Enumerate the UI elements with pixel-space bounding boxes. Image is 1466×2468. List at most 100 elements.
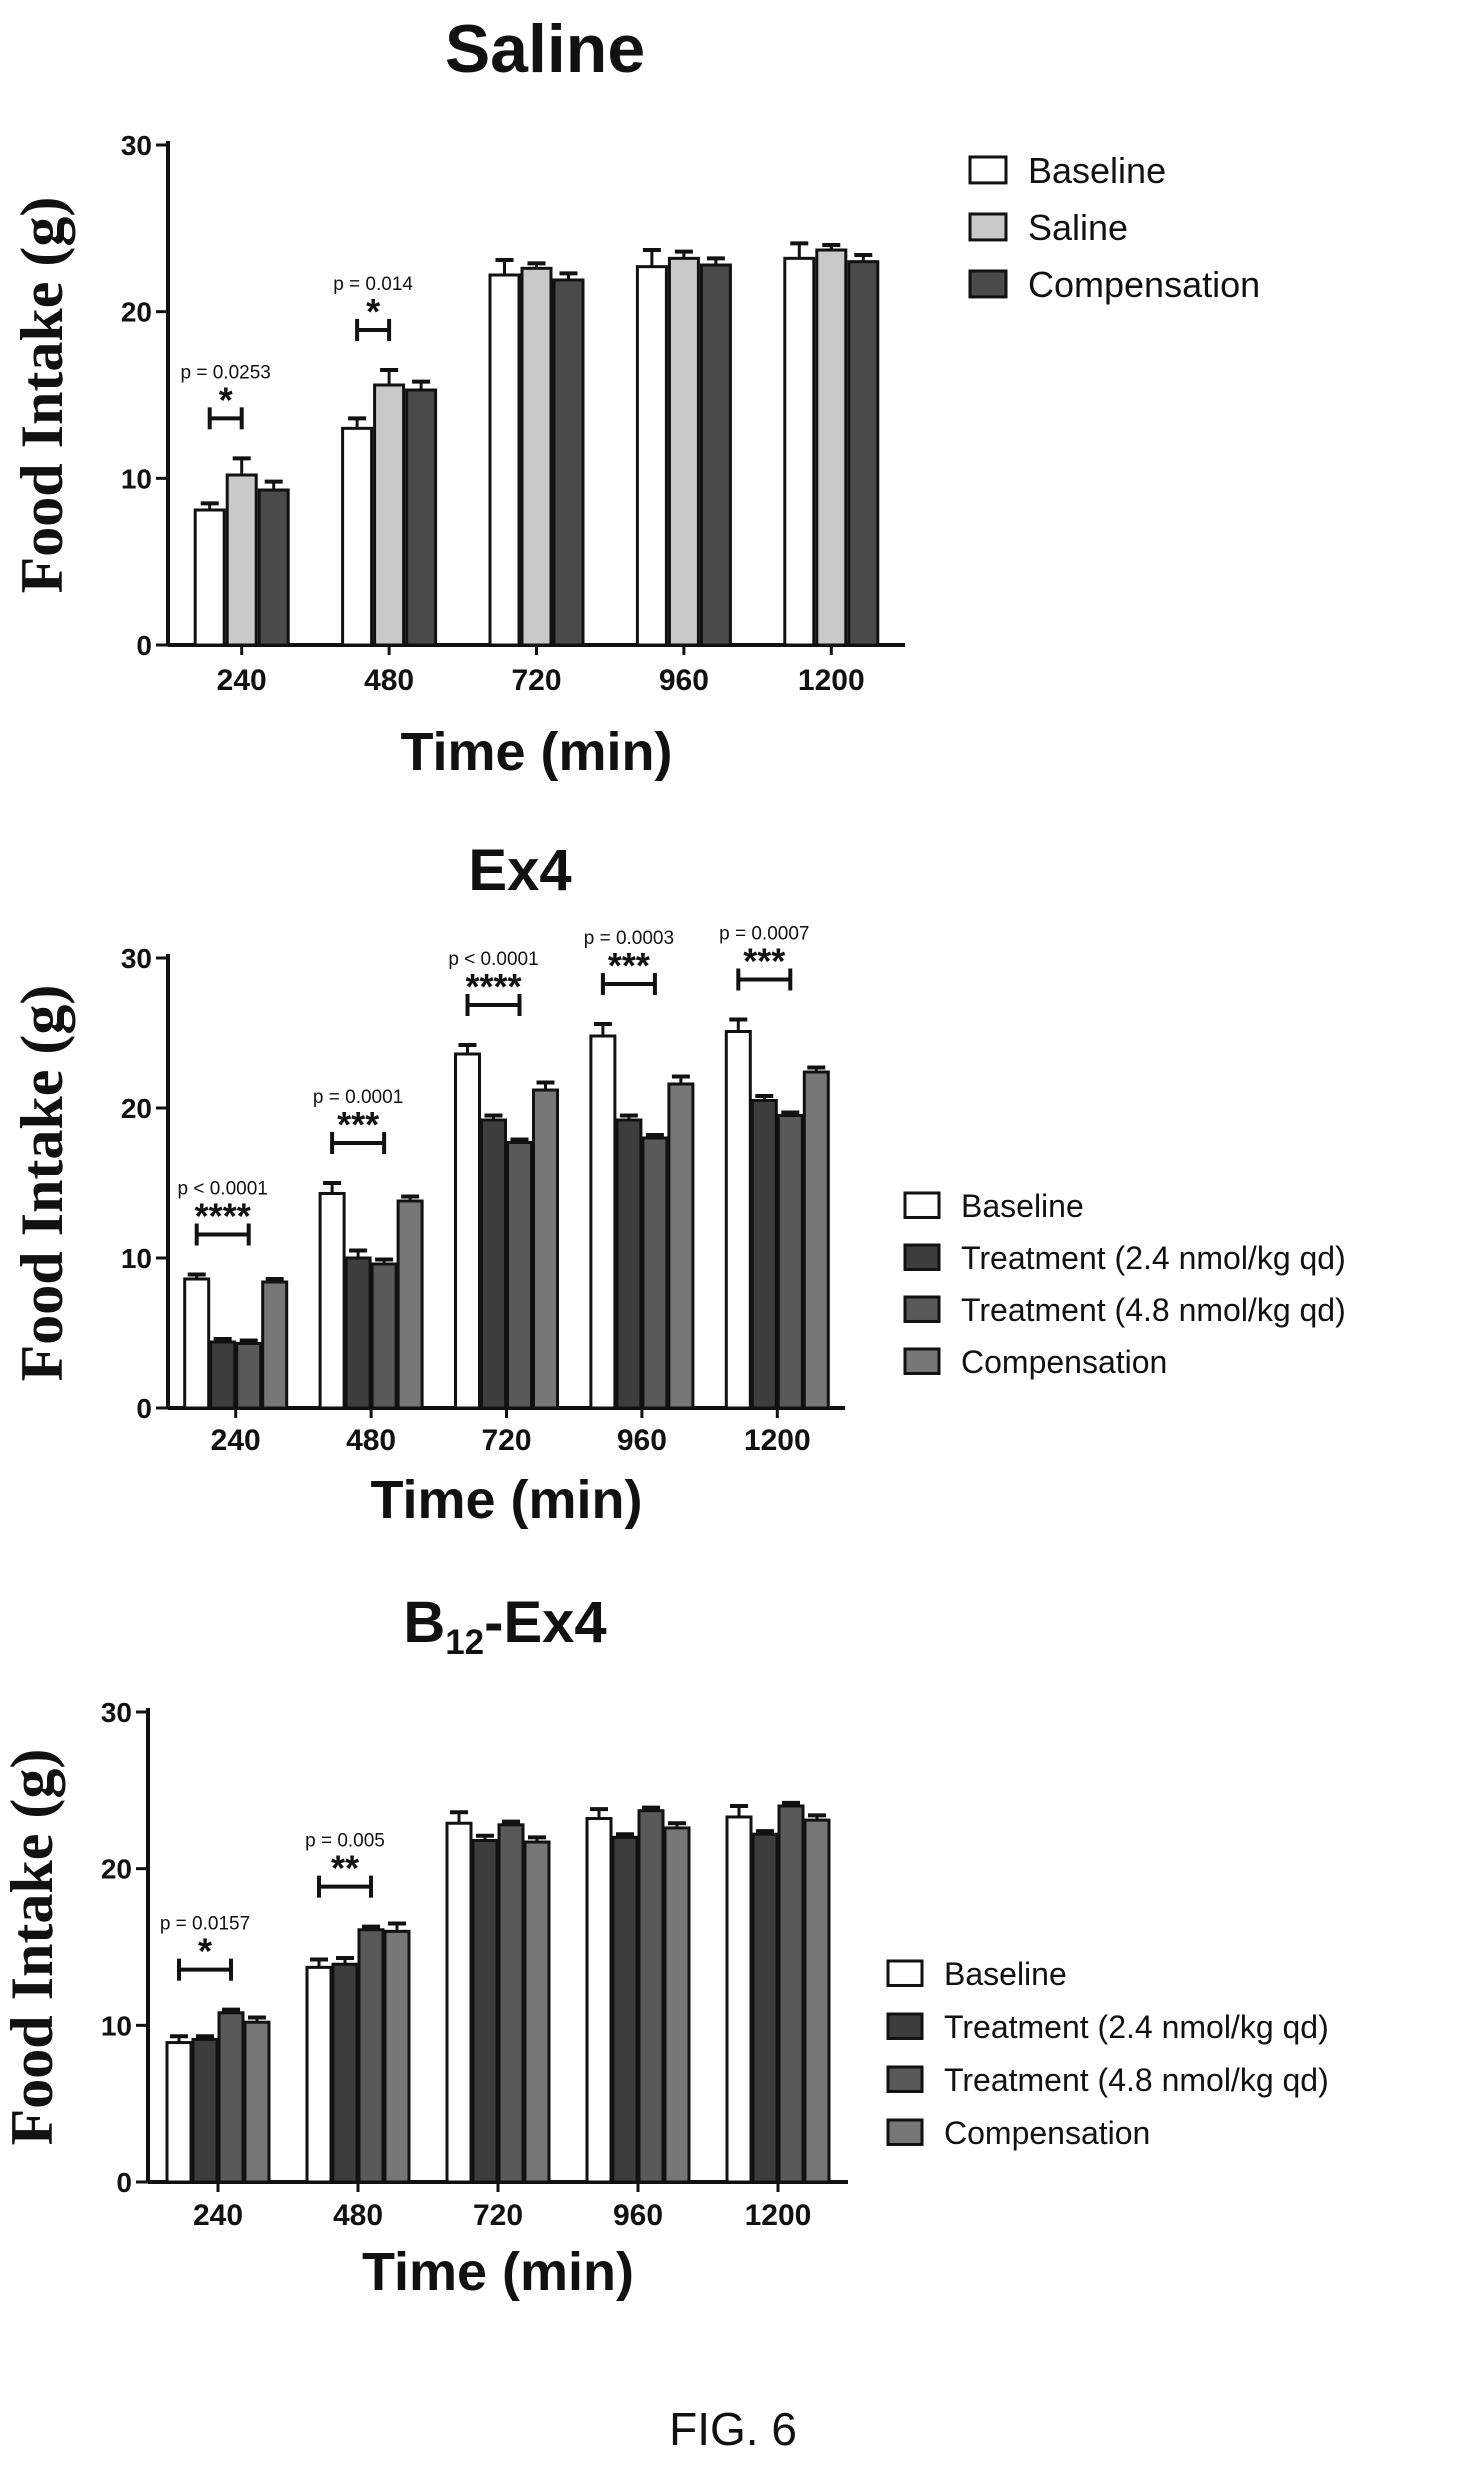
legend-swatch (886, 2012, 924, 2040)
bar (257, 488, 290, 647)
legend-swatch (903, 1347, 941, 1375)
bar (357, 1928, 385, 2184)
p-value-label: p < 0.0001 (178, 1179, 268, 1200)
significance-stars: **** (195, 1196, 251, 1237)
bar (243, 2020, 271, 2184)
bar (305, 1965, 333, 2184)
legend-label: Baseline (961, 1188, 1084, 1224)
bar (802, 1070, 830, 1410)
bar (776, 1114, 804, 1410)
bar (193, 508, 226, 647)
bar (480, 1118, 507, 1410)
legend-label: Treatment (4.8 nmol/kg qd) (944, 2062, 1329, 2098)
bar (751, 1832, 779, 2184)
chart-title: Saline (445, 11, 645, 87)
bar (783, 256, 816, 647)
y-tick-label: 30 (121, 943, 152, 974)
chart-title-main: Ex4 (468, 838, 571, 903)
bar (611, 1835, 639, 2184)
bar (663, 1826, 691, 2184)
chart-title-main: Saline (445, 11, 645, 87)
p-value-label: p < 0.0001 (448, 949, 538, 970)
x-tick-label: 1200 (744, 1424, 811, 1457)
legend-label: Treatment (4.8 nmol/kg qd) (961, 1292, 1346, 1328)
significance-stars: *** (337, 1104, 379, 1145)
significance-stars: ** (331, 1848, 359, 1889)
bar (225, 473, 258, 647)
x-tick-label: 240 (217, 664, 267, 697)
chart-title: B12-Ex4 (403, 1590, 606, 1662)
significance-stars: *** (608, 945, 650, 986)
bar (341, 426, 374, 647)
x-tick-label: 720 (481, 1424, 531, 1457)
bar (724, 1030, 752, 1410)
bar (585, 1817, 613, 2184)
y-tick-label: 10 (121, 1243, 152, 1274)
bar (445, 1821, 473, 2184)
y-tick-label: 0 (136, 630, 152, 661)
bar (532, 1088, 559, 1410)
y-axis-title: Food Intake (g) (9, 197, 75, 594)
significance-stars: * (366, 291, 380, 332)
y-tick-label: 20 (121, 1093, 152, 1124)
legend-swatch (968, 269, 1008, 299)
p-value-label: p = 0.0007 (719, 924, 809, 945)
legend-label: Treatment (2.4 nmol/kg qd) (961, 1240, 1346, 1276)
bar (699, 263, 732, 647)
chart-title: Ex4 (468, 838, 571, 903)
bar (667, 1082, 695, 1410)
legend-label: Saline (1028, 207, 1128, 248)
bar (318, 1192, 346, 1410)
significance-stars: **** (465, 966, 521, 1007)
significance-stars: * (219, 379, 233, 420)
x-tick-label: 720 (473, 2199, 523, 2232)
p-value-label: p = 0.005 (305, 1831, 385, 1852)
p-value-label: p = 0.014 (333, 274, 413, 295)
p-value-label: p = 0.0003 (584, 928, 674, 949)
bar (615, 1118, 643, 1410)
x-tick-label: 240 (193, 2199, 243, 2232)
x-tick-label: 480 (346, 1424, 396, 1457)
x-axis-title: Time (min) (362, 2242, 634, 2302)
bar (191, 2037, 219, 2184)
bar (777, 1804, 805, 2184)
bar (506, 1141, 533, 1410)
x-tick-label: 480 (333, 2199, 383, 2232)
p-value-label: p = 0.0157 (160, 1914, 250, 1935)
y-tick-label: 10 (121, 463, 152, 494)
x-tick-label: 960 (659, 664, 709, 697)
chart-title-suffix: -Ex4 (484, 1590, 607, 1655)
bar (725, 1815, 753, 2184)
significance-stars: * (198, 1931, 212, 1972)
chart-title-subscript: 12 (445, 1623, 484, 1662)
bar (261, 1280, 289, 1410)
legend-swatch (886, 2065, 924, 2093)
x-tick-label: 240 (211, 1424, 261, 1457)
legend-label: Compensation (961, 1344, 1167, 1380)
legend-label: Baseline (944, 1956, 1067, 1992)
y-tick-label: 20 (101, 1854, 132, 1885)
bar (331, 1962, 359, 2184)
bar (488, 273, 521, 647)
y-tick-label: 0 (136, 1393, 152, 1424)
bar (370, 1262, 398, 1410)
legend-swatch (968, 212, 1008, 242)
x-tick-label: 720 (511, 664, 561, 697)
bar (471, 1838, 499, 2184)
x-tick-label: 960 (617, 1424, 667, 1457)
bar (217, 2011, 245, 2184)
x-tick-label: 1200 (745, 2199, 812, 2232)
bar (635, 265, 668, 647)
bar (815, 248, 848, 647)
bar (641, 1136, 669, 1410)
bar (344, 1256, 372, 1410)
bar (847, 260, 880, 647)
legend-label: Compensation (1028, 264, 1260, 305)
bar (637, 1809, 665, 2184)
y-axis-title: Food Intake (g) (9, 985, 75, 1382)
legend-swatch (903, 1243, 941, 1271)
x-axis-title: Time (min) (370, 1470, 642, 1530)
legend-swatch (968, 155, 1008, 185)
